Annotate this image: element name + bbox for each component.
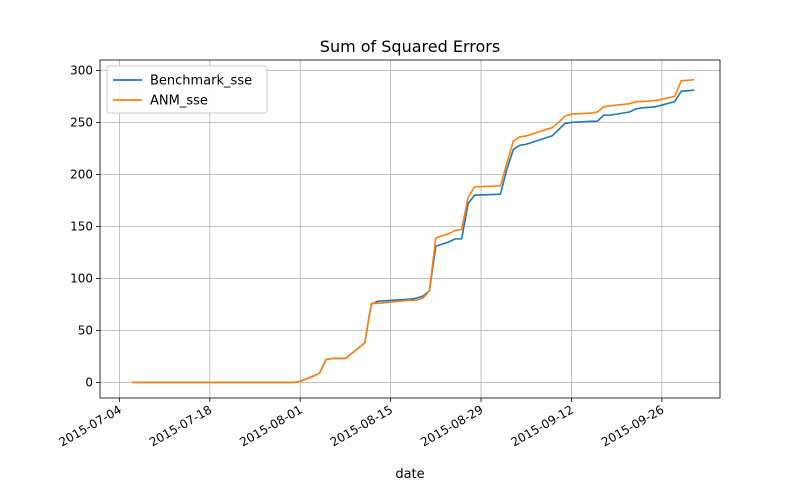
chart-title: Sum of Squared Errors xyxy=(320,37,500,56)
y-tick-label: 100 xyxy=(70,271,93,285)
axis-ticks: 0 50 100 150 200 250 300 2015-07-04 2015-07-18 20… xyxy=(56,63,666,449)
x-tick-label: 2015-08-29 xyxy=(418,402,485,449)
series-line-benchmark-sse xyxy=(132,89,695,384)
x-tick-label: 2015-07-04 xyxy=(56,402,123,449)
x-tick-label: 2015-08-01 xyxy=(237,402,304,449)
legend-label: ANM_sse xyxy=(150,94,208,109)
series-line-anm-sse xyxy=(132,78,695,384)
x-tick-label: 2015-09-26 xyxy=(599,402,666,449)
x-axis-label: date xyxy=(395,467,424,482)
legend: Benchmark_sse ANM_sse xyxy=(106,65,268,114)
y-tick-label: 50 xyxy=(78,323,93,337)
x-tick-label: 2015-09-12 xyxy=(509,402,576,449)
y-tick-label: 200 xyxy=(70,167,93,181)
y-tick-label: 300 xyxy=(70,63,93,77)
x-tick-label: 2015-07-18 xyxy=(147,402,214,449)
x-tick-label: 2015-08-15 xyxy=(328,402,395,449)
grid xyxy=(100,60,720,398)
legend-label: Benchmark_sse xyxy=(150,74,252,89)
plot-frame xyxy=(99,59,721,399)
series-lines xyxy=(132,78,695,384)
y-tick-label: 150 xyxy=(70,219,93,233)
y-tick-label: 250 xyxy=(70,115,93,129)
legend-box xyxy=(106,65,268,114)
y-tick-label: 0 xyxy=(85,375,93,389)
